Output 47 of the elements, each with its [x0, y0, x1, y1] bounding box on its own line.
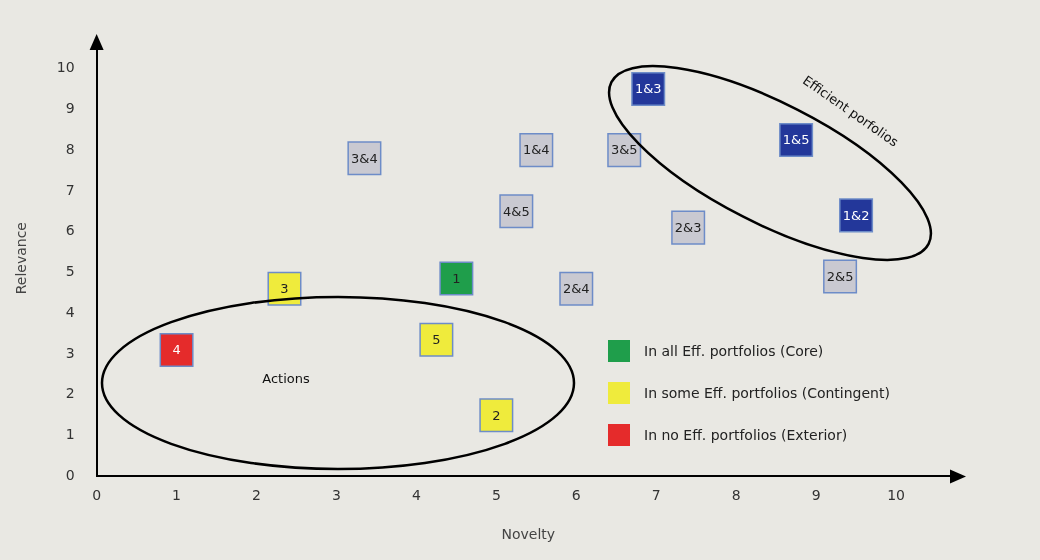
x-tick-label: 8: [731, 487, 741, 504]
y-tick-label: 2: [65, 385, 75, 402]
annotation: 4: [172, 342, 181, 358]
point: [479, 398, 514, 433]
y-tick-label: 10: [56, 59, 75, 76]
x-tick-label: 2: [252, 487, 261, 504]
legend-label: In all Eff. portfolios (Core): [644, 343, 824, 359]
x-tick-label: 7: [651, 487, 661, 504]
point: [419, 322, 454, 357]
point: [439, 261, 474, 296]
legend-label: In no Eff. portfolios (Exterior): [644, 427, 848, 443]
annotation: 4&5: [502, 203, 530, 219]
y-tick-label: 3: [65, 344, 75, 361]
x-tick-label: 1: [172, 487, 182, 504]
annotation: Actions: [262, 371, 310, 387]
point: [159, 332, 194, 367]
annotation: 1&2: [842, 207, 870, 223]
y-tick-label: 9: [65, 99, 75, 116]
annotation: 3&5: [610, 142, 638, 158]
x-tick-label: 6: [571, 487, 581, 504]
x-tick-label: 0: [92, 487, 102, 504]
annotation: 2&3: [674, 219, 702, 235]
y-tick-label: 8: [65, 140, 75, 157]
annotation: 1&5: [782, 132, 810, 148]
y-tick-label: 5: [65, 263, 75, 280]
annotation: 3: [280, 281, 289, 297]
y-tick-label: 6: [65, 222, 75, 239]
y-tick-label: 0: [65, 467, 75, 484]
annotation: 2: [492, 407, 501, 423]
annotation: 2&4: [562, 281, 590, 297]
x-tick-label: 9: [811, 487, 821, 504]
x-tick-label: 10: [887, 487, 905, 504]
legend-label: In some Eff. portfolios (Contingent): [644, 385, 890, 401]
x-tick-label: 3: [331, 487, 341, 504]
annotation: 2&5: [826, 268, 854, 284]
x-tick-label: 4: [411, 487, 421, 504]
y-axis-title: Relevance: [13, 222, 30, 295]
x-axis-title: Novelty: [501, 526, 556, 543]
annotation: 1&3: [634, 81, 662, 97]
annotation: 3&4: [351, 150, 378, 166]
annotation: 5: [432, 332, 441, 348]
x-tick-label: 5: [491, 487, 501, 504]
y-tick-label: 7: [65, 181, 75, 198]
y-tick-label: 4: [65, 303, 75, 320]
annotation: 1: [452, 270, 461, 286]
annotation: 1&4: [522, 142, 550, 158]
y-tick-label: 1: [65, 426, 75, 443]
